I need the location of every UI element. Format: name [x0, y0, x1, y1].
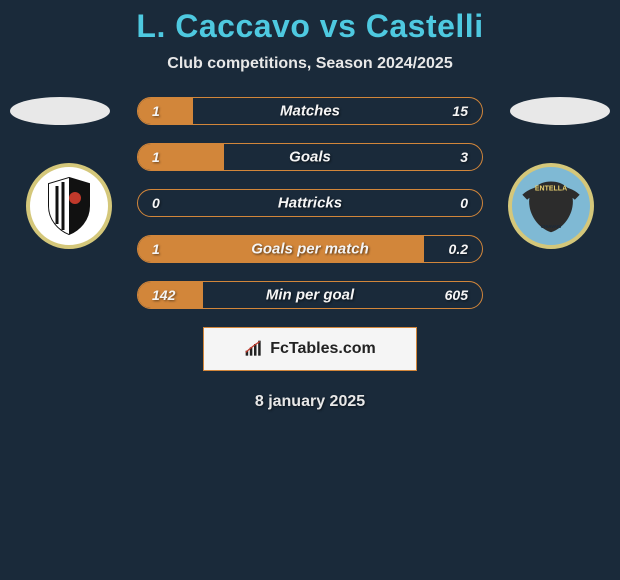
stat-label: Goals per match [251, 241, 369, 258]
player-right-photo-oval [510, 97, 610, 125]
stat-right-value: 15 [452, 103, 468, 119]
comparison-content: ENTELLA CHIAVARI 1 Matches 15 1 Goals 3 0 Hattr… [0, 97, 620, 411]
stat-left-value: 0 [152, 195, 160, 211]
stat-label: Min per goal [266, 287, 354, 304]
player-left-photo-oval [10, 97, 110, 125]
brand-box[interactable]: FcTables.com [203, 327, 417, 371]
stat-right-value: 0.2 [449, 241, 468, 257]
stat-bars: 1 Matches 15 1 Goals 3 0 Hattricks 0 1 Goals per m… [137, 97, 483, 309]
stat-left-value: 1 [152, 149, 160, 165]
club-crest-icon: ENTELLA CHIAVARI [516, 171, 586, 241]
stat-right-value: 3 [460, 149, 468, 165]
stat-label: Goals [289, 149, 331, 166]
club-badge-right: ENTELLA CHIAVARI [508, 163, 594, 249]
stat-bar: 0 Hattricks 0 [137, 189, 483, 217]
brand-text: FcTables.com [270, 340, 376, 358]
stat-left-value: 142 [152, 287, 175, 303]
shield-icon [45, 176, 93, 236]
page-title: L. Caccavo vs Castelli [0, 8, 620, 45]
badge-right-top-text: ENTELLA [535, 185, 567, 192]
stat-bar: 1 Goals 3 [137, 143, 483, 171]
stat-label: Hattricks [278, 195, 342, 212]
club-badge-left [26, 163, 112, 249]
stat-left-value: 1 [152, 103, 160, 119]
stat-label: Matches [280, 103, 340, 120]
stat-left-value: 1 [152, 241, 160, 257]
stat-right-value: 605 [445, 287, 468, 303]
page-subtitle: Club competitions, Season 2024/2025 [0, 55, 620, 73]
stat-bar-fill [138, 98, 193, 124]
stat-bar-fill [138, 144, 224, 170]
badge-right-bottom-text: CHIAVARI [541, 224, 561, 229]
stat-right-value: 0 [460, 195, 468, 211]
date-label: 8 january 2025 [0, 393, 620, 411]
stat-bar: 1 Matches 15 [137, 97, 483, 125]
stat-bar: 1 Goals per match 0.2 [137, 235, 483, 263]
stat-bar: 142 Min per goal 605 [137, 281, 483, 309]
chart-icon [244, 340, 264, 358]
